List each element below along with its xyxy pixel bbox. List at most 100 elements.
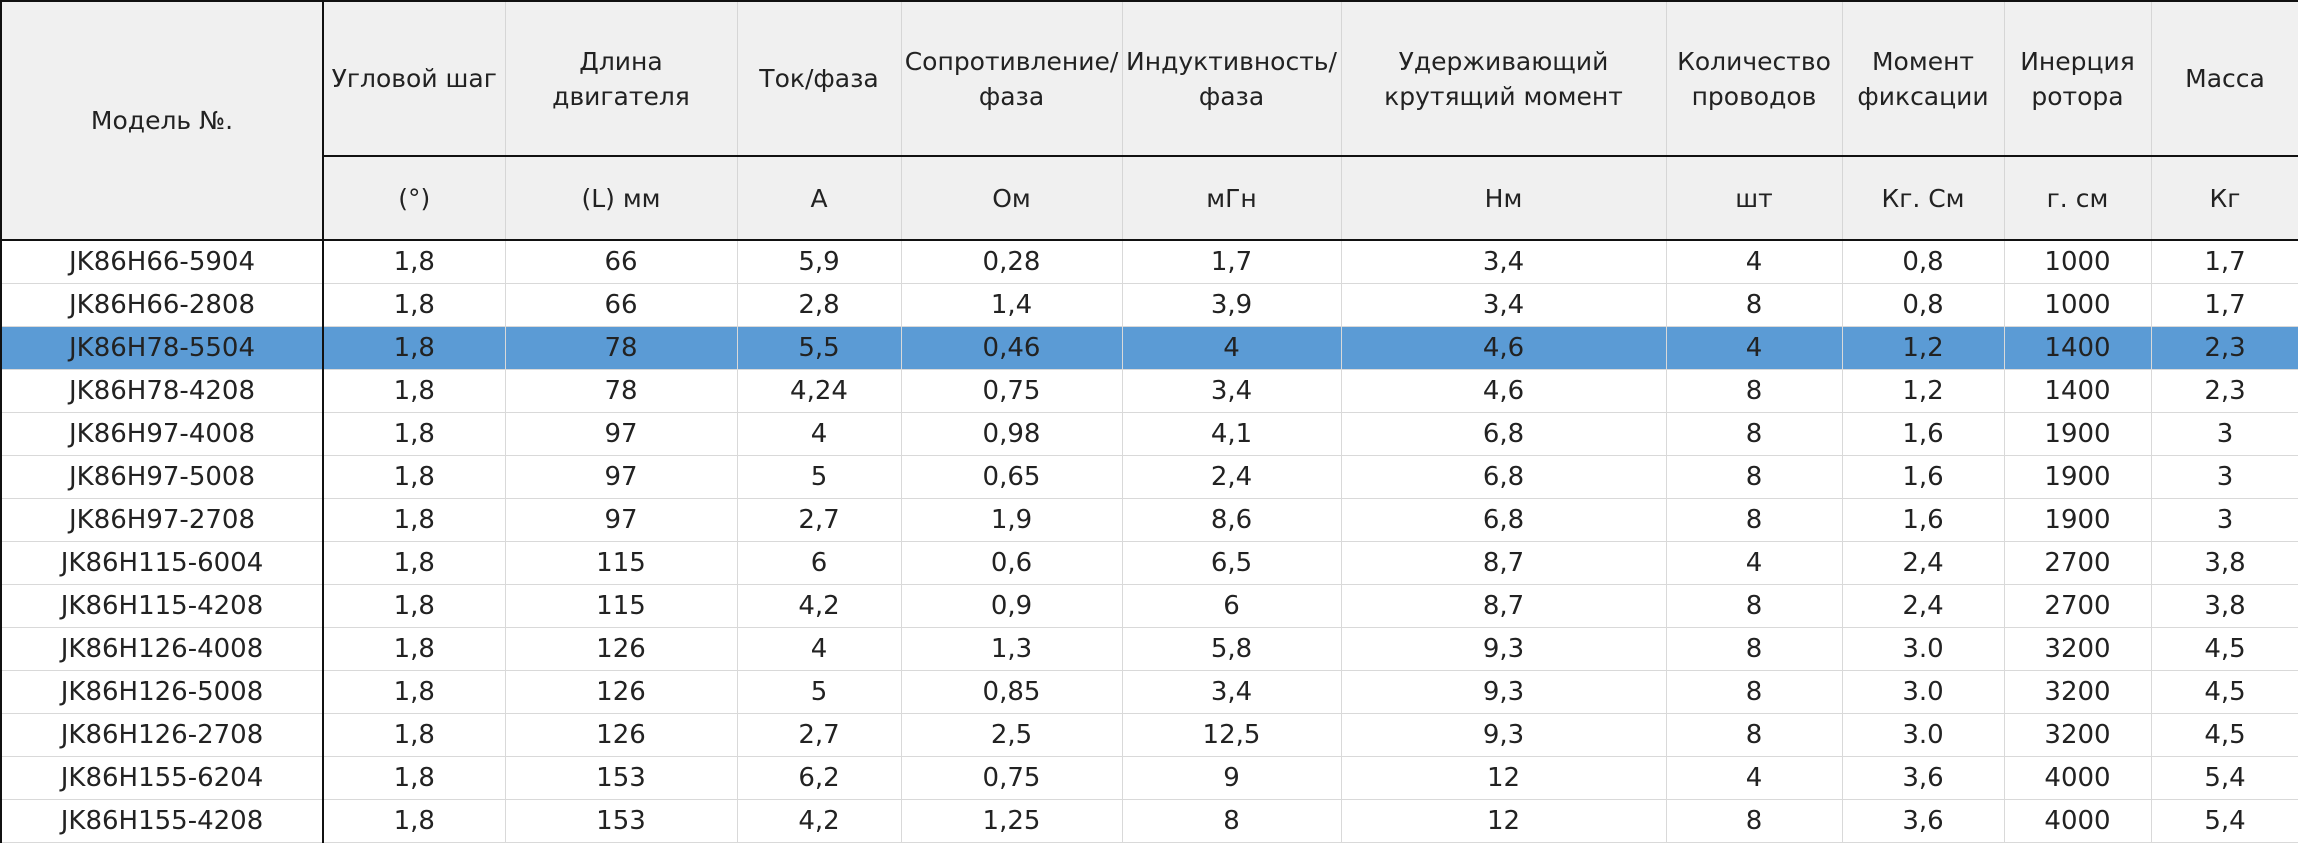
- mass-cell: 1,7: [2150, 240, 2298, 284]
- detent-torque-cell: 1,6: [1841, 412, 2005, 456]
- inductance-cell: 1,7: [1121, 240, 1342, 284]
- inductance-cell: 3,4: [1121, 670, 1342, 714]
- table-body: JK86H66-5904 1,8 66 5,9 0,28 1,7 3,4 4 0,8 1000 1,…: [0, 240, 2298, 843]
- rotor-inertia-cell: 3200: [2003, 627, 2152, 671]
- lead-count-cell: 8: [1665, 283, 1843, 327]
- step-angle-cell: 1,8: [322, 541, 506, 585]
- inductance-cell: 9: [1121, 756, 1342, 800]
- step-angle-cell: 1,8: [322, 412, 506, 456]
- current-cell: 4,2: [736, 799, 902, 843]
- motor-length-cell: 126: [504, 670, 738, 714]
- step-angle-cell: 1,8: [322, 713, 506, 757]
- table-row[interactable]: JK86H97-2708 1,8 97 2,7 1,9 8,6 6,8 8 1,6 1900 3: [0, 498, 2298, 542]
- table-row[interactable]: JK86H66-5904 1,8 66 5,9 0,28 1,7 3,4 4 0,8 1000 1,…: [0, 240, 2298, 284]
- lead-count-cell: 8: [1665, 799, 1843, 843]
- resistance-cell: 2,5: [900, 713, 1123, 757]
- rotor-inertia-cell: 1000: [2003, 240, 2152, 284]
- column-header-lead-count: Количество проводов: [1665, 1, 1843, 156]
- inductance-cell: 3,9: [1121, 283, 1342, 327]
- step-angle-cell: 1,8: [322, 670, 506, 714]
- holding-torque-cell: 6,8: [1340, 455, 1667, 499]
- mass-cell: 1,7: [2150, 283, 2298, 327]
- rotor-inertia-cell: 4000: [2003, 756, 2152, 800]
- step-angle-cell: 1,8: [322, 498, 506, 542]
- header-row-units: (°) (L) мм A Ом мГн Нм шт Кг. См г. см К…: [1, 156, 2298, 240]
- unit-holding-torque: Нм: [1340, 156, 1667, 240]
- model-cell: JK86H126-2708: [0, 713, 324, 757]
- mass-cell: 5,4: [2150, 799, 2298, 843]
- model-cell: JK86H97-2708: [0, 498, 324, 542]
- unit-detent-torque: Кг. См: [1841, 156, 2005, 240]
- mass-cell: 4,5: [2150, 713, 2298, 757]
- model-cell: JK86H115-4208: [0, 584, 324, 628]
- current-cell: 4: [736, 412, 902, 456]
- rotor-inertia-cell: 1400: [2003, 369, 2152, 413]
- mass-cell: 4,5: [2150, 670, 2298, 714]
- step-angle-cell: 1,8: [322, 283, 506, 327]
- resistance-cell: 0,75: [900, 756, 1123, 800]
- inductance-cell: 6,5: [1121, 541, 1342, 585]
- rotor-inertia-cell: 1400: [2003, 326, 2152, 370]
- motor-length-cell: 153: [504, 799, 738, 843]
- model-cell: JK86H97-4008: [0, 412, 324, 456]
- detent-torque-cell: 0,8: [1841, 240, 2005, 284]
- current-cell: 5: [736, 455, 902, 499]
- holding-torque-cell: 8,7: [1340, 541, 1667, 585]
- header-row-titles: Модель №. Угловой шаг Длина двигателя То…: [0, 1, 2298, 241]
- table-row[interactable]: JK86H126-5008 1,8 126 5 0,85 3,4 9,3 8 3.0 3200 4,…: [0, 670, 2298, 714]
- table-row[interactable]: JK86H78-4208 1,8 78 4,24 0,75 3,4 4,6 8 1,2 1400 2…: [0, 369, 2298, 413]
- column-header-model: Модель №.: [0, 1, 324, 241]
- detent-torque-cell: 1,2: [1841, 326, 2005, 370]
- column-header-inductance: Индуктивность/ фаза: [1121, 1, 1342, 156]
- motor-length-cell: 97: [504, 498, 738, 542]
- inductance-cell: 3,4: [1121, 369, 1342, 413]
- table-row[interactable]: JK86H97-4008 1,8 97 4 0,98 4,1 6,8 8 1,6 1900 3: [0, 412, 2298, 456]
- current-cell: 5: [736, 670, 902, 714]
- detent-torque-cell: 3,6: [1841, 756, 2005, 800]
- resistance-cell: 1,25: [900, 799, 1123, 843]
- step-angle-cell: 1,8: [322, 240, 506, 284]
- mass-cell: 3: [2150, 412, 2298, 456]
- table-row-selected[interactable]: JK86H78-5504 1,8 78 5,5 0,46 4 4,6 4 1,2 1400 2,3: [0, 326, 2298, 370]
- model-cell: JK86H66-2808: [0, 283, 324, 327]
- unit-inductance: мГн: [1121, 156, 1342, 240]
- lead-count-cell: 8: [1665, 498, 1843, 542]
- detent-torque-cell: 1,2: [1841, 369, 2005, 413]
- lead-count-cell: 4: [1665, 240, 1843, 284]
- unit-lead-count: шт: [1665, 156, 1843, 240]
- table-row[interactable]: JK86H66-2808 1,8 66 2,8 1,4 3,9 3,4 8 0,8 1000 1,7: [0, 283, 2298, 327]
- column-header-mass: Масса: [2150, 1, 2298, 156]
- lead-count-cell: 8: [1665, 455, 1843, 499]
- resistance-cell: 0,46: [900, 326, 1123, 370]
- motor-length-cell: 78: [504, 369, 738, 413]
- table-row[interactable]: JK86H126-4008 1,8 126 4 1,3 5,8 9,3 8 3.0 3200 4,5: [0, 627, 2298, 671]
- step-angle-cell: 1,8: [322, 584, 506, 628]
- rotor-inertia-cell: 2700: [2003, 584, 2152, 628]
- column-header-detent-torque: Момент фиксации: [1841, 1, 2005, 156]
- rotor-inertia-cell: 4000: [2003, 799, 2152, 843]
- rotor-inertia-cell: 1000: [2003, 283, 2152, 327]
- table-row[interactable]: JK86H97-5008 1,8 97 5 0,65 2,4 6,8 8 1,6 1900 3: [0, 455, 2298, 499]
- model-cell: JK86H155-4208: [0, 799, 324, 843]
- table-row[interactable]: JK86H126-2708 1,8 126 2,7 2,5 12,5 9,3 8 3.0 3200…: [0, 713, 2298, 757]
- column-header-holding-torque: Удерживающий крутящий момент: [1340, 1, 1667, 156]
- detent-torque-cell: 2,4: [1841, 541, 2005, 585]
- lead-count-cell: 8: [1665, 713, 1843, 757]
- table-row[interactable]: JK86H115-6004 1,8 115 6 0,6 6,5 8,7 4 2,4 2700 3,8: [0, 541, 2298, 585]
- current-cell: 5,5: [736, 326, 902, 370]
- current-cell: 2,8: [736, 283, 902, 327]
- table-row[interactable]: JK86H115-4208 1,8 115 4,2 0,9 6 8,7 8 2,4 2700 3,8: [0, 584, 2298, 628]
- current-cell: 6: [736, 541, 902, 585]
- table-row[interactable]: JK86H155-4208 1,8 153 4,2 1,25 8 12 8 3,6 4000 5,4: [0, 799, 2298, 843]
- resistance-cell: 1,3: [900, 627, 1123, 671]
- holding-torque-cell: 12: [1340, 799, 1667, 843]
- table-row[interactable]: JK86H155-6204 1,8 153 6,2 0,75 9 12 4 3,6 4000 5,4: [0, 756, 2298, 800]
- inductance-cell: 6: [1121, 584, 1342, 628]
- mass-cell: 2,3: [2150, 326, 2298, 370]
- column-header-rotor-inertia: Инерция ротора: [2003, 1, 2152, 156]
- motor-length-cell: 115: [504, 584, 738, 628]
- step-angle-cell: 1,8: [322, 326, 506, 370]
- holding-torque-cell: 8,7: [1340, 584, 1667, 628]
- lead-count-cell: 8: [1665, 584, 1843, 628]
